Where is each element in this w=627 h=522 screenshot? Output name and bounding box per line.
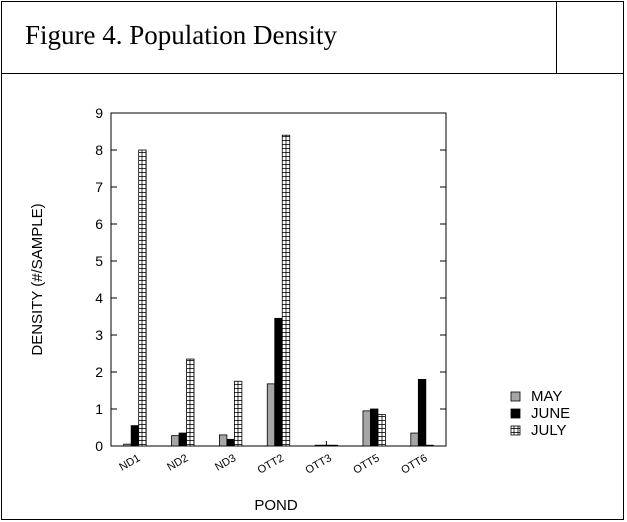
x-tick-label: ND3 xyxy=(213,452,238,473)
legend-swatch-may xyxy=(510,391,521,402)
bar-july-ott6 xyxy=(425,444,434,447)
bar-may-nd1 xyxy=(123,443,132,447)
y-tick-label: 8 xyxy=(95,142,103,158)
y-tick-label: 5 xyxy=(95,253,103,269)
y-tick-label: 4 xyxy=(95,290,103,306)
bar-june-nd1 xyxy=(130,425,140,447)
bar-may-ott3 xyxy=(314,444,324,447)
bar-june-ott3 xyxy=(322,444,331,447)
title-rule xyxy=(1,73,624,74)
bar-june-nd3 xyxy=(226,438,235,447)
y-tick-label: 3 xyxy=(95,327,103,343)
legend-label-july: JULY xyxy=(531,422,567,439)
bar-july-ott5 xyxy=(377,414,386,447)
bar-june-ott5 xyxy=(370,408,379,447)
y-tick-label: 9 xyxy=(95,105,103,121)
figure-title: Figure 4. Population Density xyxy=(25,20,337,50)
y-axis: 0 1 2 3 4 5 6 7 8 9 xyxy=(95,105,446,454)
y-axis-label: DENSITY (#/SAMPLE) xyxy=(29,203,46,355)
bar-june-ott2 xyxy=(274,317,283,447)
legend-swatch-june xyxy=(510,408,521,419)
y-tick-label: 6 xyxy=(95,216,103,232)
x-tick-label: OTT2 xyxy=(256,452,286,476)
bar-june-ott6 xyxy=(417,378,427,447)
bar-july-ott3 xyxy=(329,444,339,447)
bar-july-ott2 xyxy=(281,134,291,447)
x-axis-label: POND xyxy=(254,497,298,514)
x-tick-label: ND2 xyxy=(165,452,190,473)
bar-may-ott2 xyxy=(266,383,276,447)
legend-label-june: JUNE xyxy=(531,405,570,422)
x-tick-label: ND1 xyxy=(117,452,142,473)
y-tick-label: 2 xyxy=(95,364,103,380)
y-tick-label: 0 xyxy=(95,438,103,454)
x-tick-label: OTT6 xyxy=(399,452,429,476)
bar-june-nd2 xyxy=(178,432,187,447)
x-tick-label: OTT5 xyxy=(351,452,381,476)
bars xyxy=(123,134,434,447)
legend-label-may: MAY xyxy=(531,388,562,405)
bar-may-nd2 xyxy=(171,435,180,447)
bar-may-ott6 xyxy=(410,432,419,447)
bar-may-ott5 xyxy=(362,410,371,447)
bar-july-nd1 xyxy=(138,149,147,447)
bar-july-nd3 xyxy=(233,380,243,447)
legend-swatch-july xyxy=(510,425,521,436)
bar-july-nd2 xyxy=(186,358,195,447)
bar-may-nd3 xyxy=(218,434,228,447)
y-tick-label: 1 xyxy=(95,401,103,417)
y-tick-label: 7 xyxy=(95,179,103,195)
x-tick-label: OTT3 xyxy=(304,452,334,476)
